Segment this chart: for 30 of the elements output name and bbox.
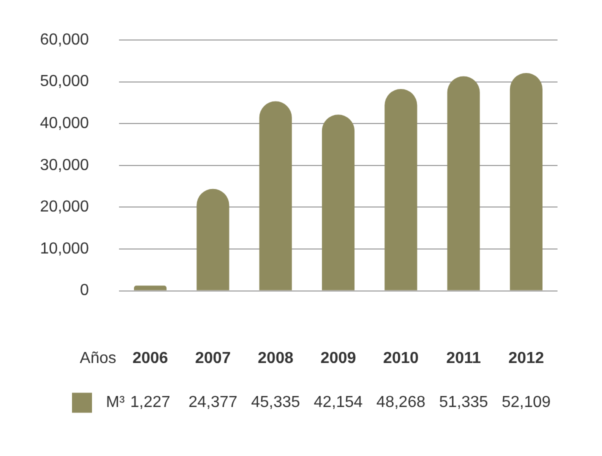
bar (134, 286, 167, 290)
bar (447, 76, 480, 290)
x-axis-title: Años (80, 350, 116, 368)
bar (259, 101, 292, 290)
data-label: 45,335 (251, 394, 300, 412)
x-tick-label: 2012 (508, 350, 544, 367)
x-tick-label: 2009 (320, 350, 356, 367)
data-label: 24,377 (188, 394, 238, 412)
y-tick-label: 60,000 (40, 31, 90, 48)
y-tick-label: 40,000 (40, 115, 90, 132)
data-label: 52,109 (502, 394, 551, 412)
bar (322, 114, 355, 290)
bar (510, 72, 542, 290)
data-label: 51,335 (439, 394, 488, 412)
data-label: 1,227 (130, 394, 170, 412)
y-tick-label: 50,000 (40, 73, 90, 90)
x-tick-label: 2010 (383, 350, 419, 367)
y-tick-label: 10,000 (40, 240, 90, 258)
x-tick-label: 2008 (258, 350, 294, 367)
legend-label: M³ (106, 394, 126, 412)
y-tick-label: 0 (80, 282, 90, 300)
x-tick-label: 2006 (132, 350, 168, 367)
x-tick-label: 2011 (446, 350, 481, 367)
data-label: 48,268 (376, 394, 426, 412)
x-tick-label: 2007 (195, 350, 231, 367)
y-tick-label: 20,000 (40, 198, 90, 216)
bar (196, 188, 230, 290)
bar (384, 89, 418, 290)
y-tick-label: 30,000 (40, 156, 90, 174)
data-label: 42,154 (314, 394, 363, 412)
